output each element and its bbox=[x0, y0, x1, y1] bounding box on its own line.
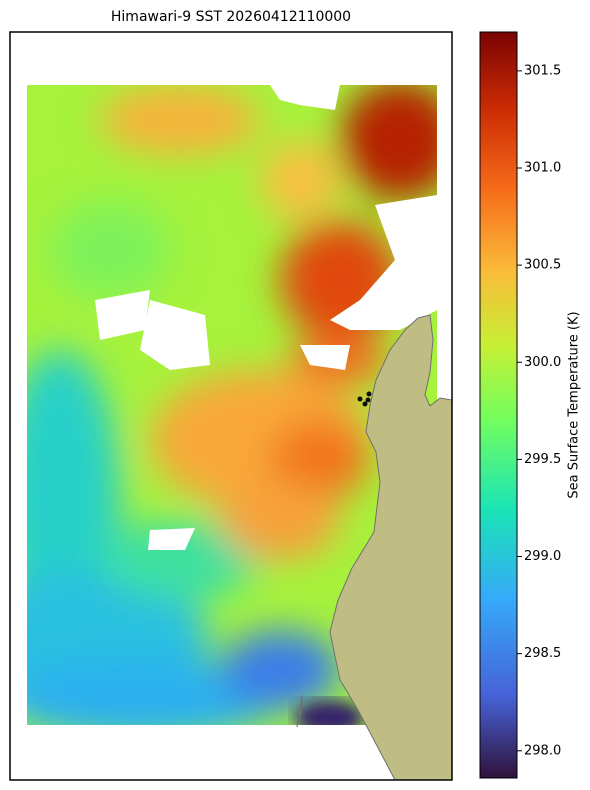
map-title: Himawari-9 SST 20260412110000 bbox=[111, 9, 351, 25]
colorbar-tick-label: 298.5 bbox=[524, 646, 561, 661]
colorbar-tick-label: 298.0 bbox=[524, 743, 561, 758]
map-frame bbox=[9, 31, 453, 781]
colorbar-tick-label: 300.5 bbox=[524, 258, 561, 273]
station-markers bbox=[357, 391, 372, 407]
land bbox=[329, 314, 453, 781]
colorbar-tick-label: 301.5 bbox=[524, 63, 561, 78]
colorbar bbox=[479, 31, 518, 779]
cloud-mask bbox=[95, 85, 437, 550]
colorbar-tick-label: 300.0 bbox=[524, 355, 561, 370]
sst-raster bbox=[27, 85, 437, 725]
colorbar-tick-label: 299.5 bbox=[524, 452, 561, 467]
island bbox=[296, 694, 303, 728]
colorbar-label: Sea Surface Temperature (K) bbox=[567, 311, 582, 498]
colorbar-tick-label: 299.0 bbox=[524, 549, 561, 564]
colorbar-tick-label: 301.0 bbox=[524, 160, 561, 175]
